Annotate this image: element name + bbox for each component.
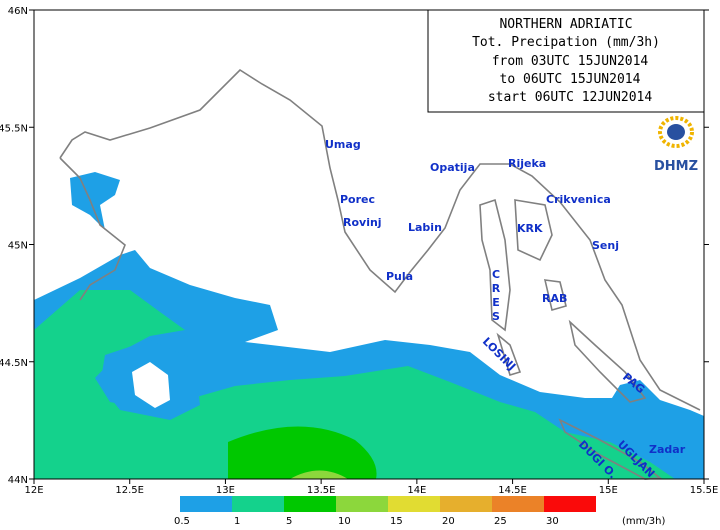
colorbar-swatch	[544, 496, 596, 512]
title-line: to 06UTC 15JUN2014	[500, 72, 641, 87]
x-tick-label: 14E	[407, 485, 426, 496]
colorbar-swatch	[388, 496, 440, 512]
colorbar: 0.5 1 5 10 15 20 25 30 (mm/3h)	[174, 496, 665, 527]
colorbar-label: 10	[338, 516, 351, 527]
island-cres	[479, 198, 511, 332]
colorbar-label: 15	[390, 516, 403, 527]
title-line: from 03UTC 15JUN2014	[492, 54, 649, 69]
colorbar-swatch	[232, 496, 284, 512]
field-green	[228, 426, 377, 479]
colorbar-label: 5	[286, 516, 292, 527]
place-label: Crikvenica	[546, 193, 611, 206]
y-tick-label: 45.5N	[0, 123, 28, 134]
place-label: Pula	[386, 270, 413, 283]
logo-text: DHMZ	[654, 159, 698, 174]
logo: DHMZ	[654, 116, 698, 174]
place-label: Labin	[408, 221, 442, 234]
title-box	[427, 9, 705, 113]
colorbar-swatch	[284, 496, 336, 512]
colorbar-swatch	[492, 496, 544, 512]
x-tick-label: 15.5E	[690, 485, 719, 496]
x-tick-label: 13E	[216, 485, 235, 496]
colorbar-swatch	[440, 496, 492, 512]
colorbar-unit: (mm/3h)	[622, 516, 665, 527]
place-label: Porec	[340, 193, 375, 206]
field-teal	[34, 290, 675, 479]
place-label: KRK	[517, 222, 543, 235]
colorbar-label: 1	[234, 516, 240, 527]
title-lines: NORTHERN ADRIATIC Tot. Precipation (mm/3…	[472, 17, 660, 105]
place-label: Zadar	[649, 443, 686, 456]
x-tick-label: 13.5E	[307, 485, 336, 496]
axes: 12E 12.5E 13E 13.5E 14E 14.5E 15E 15.5E 44N 44.5N…	[0, 6, 718, 496]
place-label: Rijeka	[508, 157, 546, 170]
field-blue-north	[70, 172, 120, 230]
place-label: Umag	[325, 138, 361, 151]
island-krk	[514, 199, 553, 262]
field-lime	[290, 470, 348, 479]
colorbar-label: 25	[494, 516, 507, 527]
title-line: Tot. Precipation (mm/3h)	[472, 35, 660, 50]
island-rab	[543, 279, 567, 312]
field-dry-patch	[132, 362, 170, 408]
precipitation-field	[34, 172, 704, 479]
island-pag	[568, 319, 647, 403]
coast-mainland	[59, 68, 701, 411]
logo-core	[667, 124, 685, 140]
colorbar-label: 20	[442, 516, 455, 527]
colorbar-label: 0.5	[174, 516, 190, 527]
x-tick-label: 12E	[24, 485, 43, 496]
colorbar-label: 30	[546, 516, 559, 527]
place-label: Senj	[592, 239, 619, 252]
colorbar-swatch	[180, 496, 232, 512]
y-tick-label: 45N	[8, 241, 28, 252]
y-tick-label: 44N	[8, 475, 28, 486]
colorbar-swatch	[336, 496, 388, 512]
place-label: Rovinj	[343, 216, 382, 229]
y-tick-label: 46N	[8, 6, 28, 17]
coastline	[59, 68, 701, 480]
y-tick-label: 44.5N	[0, 358, 28, 369]
x-tick-label: 14.5E	[498, 485, 527, 496]
coast-italy	[59, 157, 126, 301]
place-label: RAB	[542, 292, 567, 305]
x-tick-label: 15E	[599, 485, 618, 496]
logo-mark	[658, 116, 694, 148]
title-line: start 06UTC 12JUN2014	[488, 90, 653, 105]
place-label: CRES	[490, 268, 503, 324]
x-tick-label: 12.5E	[115, 485, 144, 496]
island-losinj	[496, 332, 522, 376]
title-line: NORTHERN ADRIATIC	[499, 17, 632, 32]
place-label: Opatija	[430, 161, 475, 174]
